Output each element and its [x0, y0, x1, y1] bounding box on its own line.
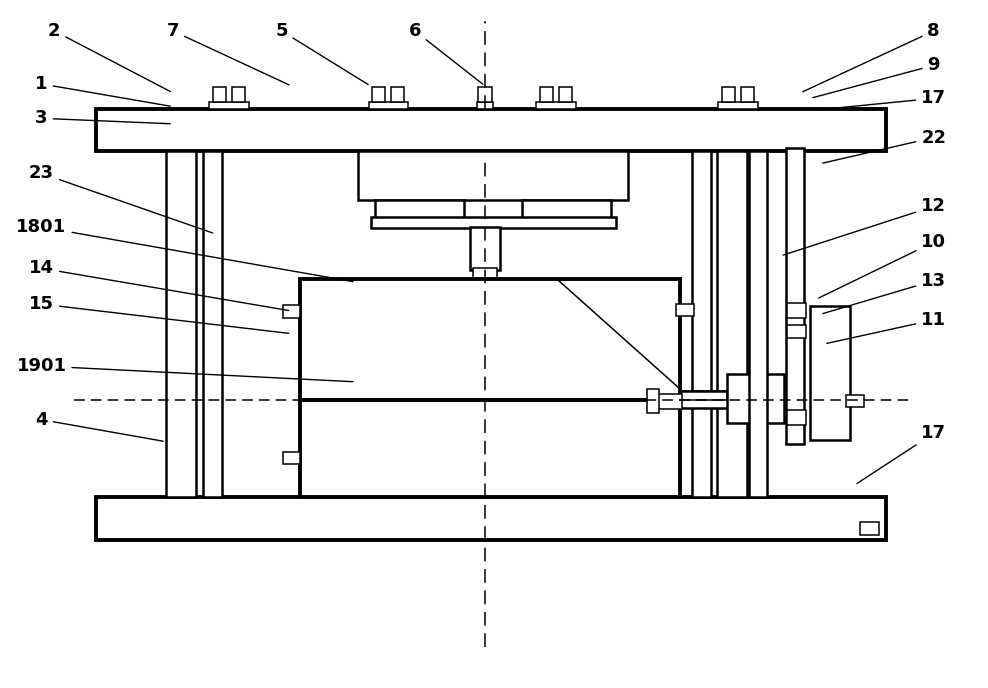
Bar	[209, 102, 249, 109]
Text: 1901: 1901	[17, 357, 353, 382]
Text: 2: 2	[48, 22, 171, 92]
Bar	[232, 87, 245, 102]
Text: 10: 10	[819, 233, 947, 298]
Bar	[717, 151, 747, 497]
Bar	[722, 87, 735, 102]
Bar	[749, 151, 767, 497]
Bar	[741, 87, 754, 102]
Text: 22: 22	[823, 129, 947, 163]
Text: 14: 14	[29, 259, 288, 310]
Text: 12: 12	[783, 197, 947, 255]
Text: 3: 3	[36, 109, 170, 127]
Text: 17: 17	[818, 89, 947, 110]
Bar	[213, 87, 226, 102]
Text: 4: 4	[36, 411, 163, 441]
Bar	[692, 151, 711, 497]
Text: 1801: 1801	[17, 218, 353, 281]
Bar	[647, 389, 659, 413]
Bar	[283, 305, 300, 318]
Bar	[96, 497, 886, 540]
Text: 11: 11	[827, 311, 947, 343]
Bar	[473, 268, 497, 282]
Text: 7: 7	[167, 22, 288, 85]
Text: 9: 9	[813, 56, 940, 98]
Bar	[787, 325, 806, 338]
Bar	[96, 109, 886, 151]
Bar	[559, 87, 572, 102]
Text: 23: 23	[29, 164, 212, 233]
Bar	[166, 151, 196, 497]
Text: 1: 1	[36, 75, 170, 106]
Bar	[300, 279, 680, 400]
Text: 5: 5	[276, 22, 369, 85]
Bar	[522, 200, 611, 219]
Bar	[391, 87, 404, 102]
Bar	[372, 87, 385, 102]
Bar	[203, 151, 222, 497]
Bar	[369, 102, 408, 109]
Bar	[536, 102, 576, 109]
Bar	[540, 87, 553, 102]
Bar	[680, 391, 729, 408]
Bar	[860, 522, 879, 535]
Bar	[300, 400, 680, 497]
Bar	[283, 452, 300, 464]
Bar	[846, 395, 864, 407]
Bar	[718, 102, 758, 109]
Bar	[787, 410, 806, 425]
Bar	[657, 394, 682, 409]
Text: 8: 8	[803, 22, 940, 92]
Bar	[810, 306, 850, 440]
Bar	[358, 151, 628, 200]
Bar	[727, 374, 784, 423]
Bar	[477, 102, 493, 109]
Bar	[787, 303, 806, 318]
Text: 17: 17	[857, 424, 947, 484]
Bar	[370, 217, 616, 228]
Bar	[478, 87, 492, 102]
Text: 6: 6	[409, 22, 483, 85]
Bar	[375, 200, 464, 219]
Bar	[786, 148, 804, 444]
Bar	[676, 304, 694, 316]
Text: 15: 15	[29, 295, 288, 334]
Bar	[470, 227, 500, 270]
Text: 13: 13	[823, 272, 947, 314]
